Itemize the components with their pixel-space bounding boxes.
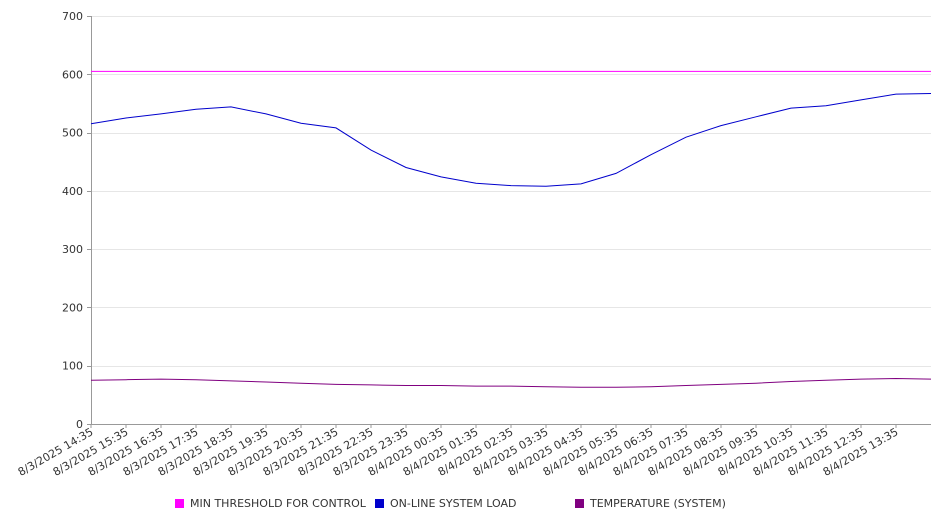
y-tick-label: 600 [62, 68, 83, 81]
legend-item-min-threshold[interactable]: MIN THRESHOLD FOR CONTROL [175, 497, 366, 510]
legend-swatch-temperature [575, 499, 584, 508]
y-tick-label: 0 [76, 418, 83, 431]
y-tick-label: 700 [62, 10, 83, 23]
y-tick-label: 300 [62, 243, 83, 256]
x-axis-ticks: 8/3/2025 14:358/3/2025 15:358/3/2025 16:… [16, 424, 901, 479]
legend-item-temperature[interactable]: TEMPERATURE (SYSTEM) [575, 497, 726, 510]
y-tick-label: 500 [62, 127, 83, 140]
series-line-temperature-system [90, 377, 932, 388]
legend-label-temperature: TEMPERATURE (SYSTEM) [590, 497, 726, 510]
series-group [90, 70, 932, 388]
series-line-on-line-system-load [90, 93, 932, 187]
y-tick-label: 400 [62, 185, 83, 198]
legend-item-system-load[interactable]: ON-LINE SYSTEM LOAD [375, 497, 516, 510]
legend-swatch-system-load [375, 499, 384, 508]
legend-label-system-load: ON-LINE SYSTEM LOAD [390, 497, 517, 510]
legend: MIN THRESHOLD FOR CONTROL ON-LINE SYSTEM… [0, 497, 946, 515]
grid-lines [91, 16, 931, 367]
legend-swatch-min-threshold [175, 499, 184, 508]
legend-label-min-threshold: MIN THRESHOLD FOR CONTROL [190, 497, 366, 510]
y-axis-ticks: 0 100 200 300 400 500 600 700 [62, 10, 91, 431]
y-tick-label: 100 [62, 360, 83, 373]
y-tick-label: 200 [62, 301, 83, 314]
